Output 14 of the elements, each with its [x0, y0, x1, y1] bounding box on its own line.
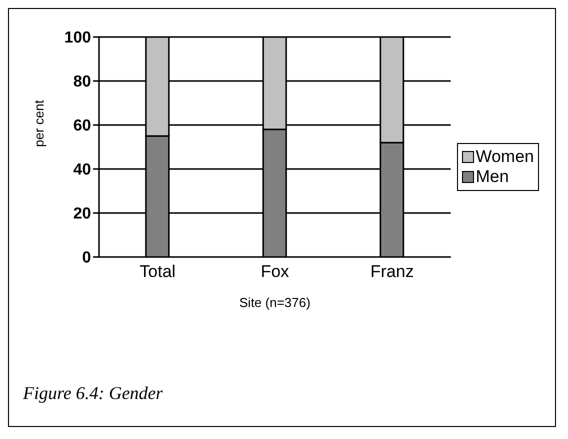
y-tick-label: 80 [73, 74, 92, 91]
x-tick-label: Fox [260, 262, 290, 282]
legend-label: Men [476, 167, 509, 187]
y-tick-label: 100 [64, 30, 92, 47]
y-tick-label: 0 [82, 250, 92, 267]
y-tick-label: 40 [73, 162, 92, 179]
x-tick-label: Total [140, 262, 176, 282]
y-axis-title: per cent [32, 100, 47, 147]
y-tick-label: 20 [73, 206, 92, 223]
x-tick-label: Franz [370, 262, 414, 282]
x-axis-title: Site (n=376) [239, 295, 310, 310]
y-tick-label: 60 [73, 118, 92, 135]
legend-label: Women [476, 147, 534, 167]
caption: Figure 6.4: Gender [23, 383, 163, 404]
